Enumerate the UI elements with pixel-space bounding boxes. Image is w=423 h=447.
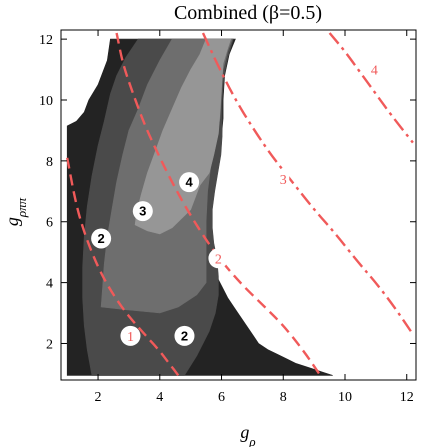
label-badge [91, 228, 112, 249]
contour-curve-3 [201, 32, 414, 335]
plot-labels: 1 2 2 3 4 2 3 4 [91, 60, 381, 346]
region-label-2: 2 [91, 228, 112, 249]
label-text: 3 [280, 173, 287, 188]
x-tick-label: 10 [338, 390, 352, 405]
plot-regions [66, 38, 333, 376]
label-text: 2 [98, 231, 105, 246]
contour-curve-4 [328, 32, 414, 144]
label-badge [132, 201, 153, 222]
x-axis-ticks: 2 4 6 8 10 12 [95, 30, 414, 405]
x-tick-label: 6 [218, 390, 225, 405]
region-label-1: 1 [120, 325, 141, 346]
y-tick-label: 2 [46, 337, 53, 352]
x-tick-label: 8 [280, 390, 287, 405]
plot-frame [60, 29, 417, 381]
label-badge [174, 325, 195, 346]
region-label-3: 3 [277, 170, 290, 188]
y-tick-label: 12 [39, 33, 53, 48]
x-tick-label: 12 [400, 390, 414, 405]
x-axis-label: gρ [240, 422, 255, 447]
label-badge [368, 60, 381, 78]
y-tick-label: 8 [46, 155, 53, 170]
label-text: 2 [215, 252, 222, 267]
x-tick-label: 2 [95, 390, 102, 405]
label-text: 1 [127, 330, 134, 345]
contour-curve-1 [66, 157, 180, 377]
label-badge [277, 170, 290, 188]
label-text: 4 [371, 64, 378, 79]
y-axis-label: gρππ [2, 197, 29, 226]
plot-curves [66, 32, 414, 377]
y-tick-label: 4 [46, 277, 53, 292]
region-label-4: 4 [179, 172, 200, 193]
y-tick-label: 6 [46, 216, 53, 231]
region-label-2: 2 [174, 325, 195, 346]
y-tick-label: 10 [39, 94, 53, 109]
label-badge [208, 248, 229, 269]
chart-title: Combined (β=0.5) [174, 2, 322, 24]
region-label-4: 4 [368, 60, 381, 79]
label-text: 3 [139, 204, 146, 219]
contour-curve-2 [115, 32, 322, 377]
region-label-3: 3 [132, 201, 153, 222]
x-tick-label: 4 [156, 390, 163, 405]
label-badge [120, 325, 141, 346]
label-badge [179, 172, 200, 193]
label-text: 4 [185, 175, 193, 190]
region-label-2: 2 [208, 248, 229, 269]
label-text: 2 [181, 328, 188, 343]
